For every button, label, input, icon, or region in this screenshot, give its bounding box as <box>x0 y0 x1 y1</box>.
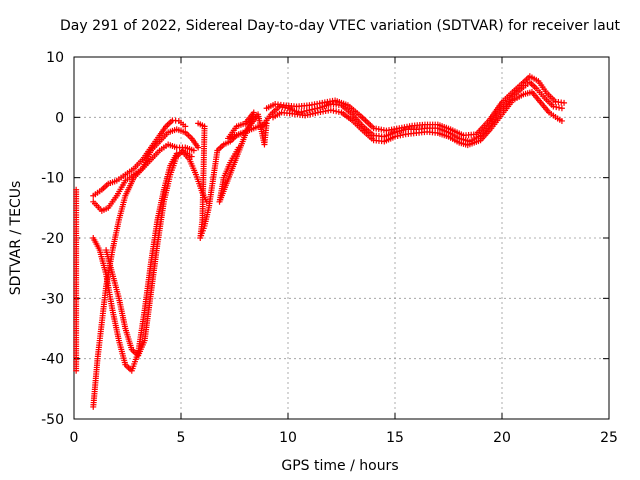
data-point <box>303 107 310 114</box>
data-point <box>335 108 342 115</box>
data-point <box>558 105 565 112</box>
data-point <box>553 104 560 111</box>
data-point <box>235 144 242 151</box>
x-tick-label: 20 <box>493 430 511 446</box>
data-points <box>73 73 568 410</box>
data-point <box>73 367 80 374</box>
data-point <box>558 117 565 124</box>
data-point <box>392 133 398 140</box>
data-point <box>561 99 568 106</box>
y-tick-label: 10 <box>46 50 64 66</box>
y-tick-label: -50 <box>41 412 64 428</box>
y-tick-label: -30 <box>41 291 64 307</box>
x-axis-label: GPS time / hours <box>281 458 398 474</box>
data-point <box>190 147 197 154</box>
grid <box>74 57 609 419</box>
x-tick-label: 0 <box>70 430 79 446</box>
chart-title: Day 291 of 2022, Sidereal Day-to-day VTE… <box>60 18 621 34</box>
x-tick-label: 15 <box>386 430 404 446</box>
data-point <box>400 131 407 138</box>
y-tick-label: -10 <box>41 171 64 187</box>
y-tick-label: 0 <box>55 110 64 126</box>
y-tick-label: -20 <box>41 231 64 247</box>
y-axis-label: SDTVAR / TECUs <box>8 181 24 296</box>
data-point <box>298 108 305 115</box>
y-tick-label: -40 <box>41 352 64 368</box>
data-point <box>550 103 557 110</box>
data-point <box>333 108 340 115</box>
data-point <box>556 104 563 111</box>
data-point <box>397 132 404 139</box>
data-point <box>182 123 189 130</box>
data-point <box>330 107 337 114</box>
axis-ticks: 0 5 10 15 20 25 -50 -40 -30 -20 -10 0 10 <box>41 50 618 446</box>
x-tick-label: 10 <box>279 430 297 446</box>
x-tick-label: 5 <box>177 430 186 446</box>
data-point <box>327 107 334 114</box>
data-point <box>394 133 401 140</box>
data-point <box>195 144 202 151</box>
x-tick-label: 25 <box>600 430 618 446</box>
data-point <box>301 108 308 115</box>
data-point <box>188 153 195 160</box>
